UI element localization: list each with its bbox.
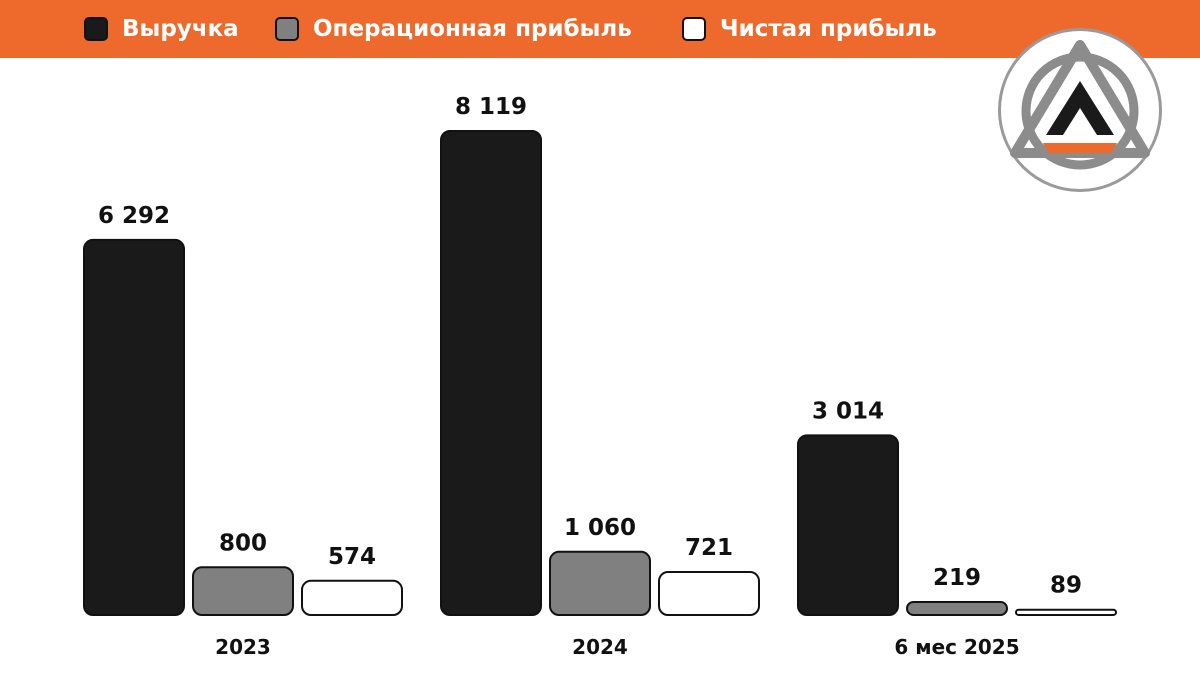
- value-label-revenue-1: 8 119: [455, 94, 527, 120]
- bar-operating-profit-1: [549, 550, 651, 616]
- legend-swatch-operating-profit: [275, 17, 299, 41]
- legend-swatch-revenue: [84, 17, 108, 41]
- bar-revenue-0: [83, 238, 185, 616]
- value-label-revenue-2: 3 014: [812, 398, 884, 424]
- value-label-revenue-0: 6 292: [98, 203, 170, 229]
- legend-label-operating-profit: Операционная прибыль: [313, 16, 632, 42]
- legend-item-revenue: Выручка: [84, 12, 239, 46]
- bar-net-profit-0: [301, 579, 403, 616]
- legend-item-net-profit: Чистая прибыль: [682, 12, 937, 46]
- bar-operating-profit-0: [192, 566, 294, 616]
- value-label-net-profit-0: 574: [328, 544, 376, 570]
- legend-label-revenue: Выручка: [122, 16, 239, 42]
- bar-revenue-2: [797, 434, 899, 616]
- legend-item-operating-profit: Операционная прибыль: [275, 12, 632, 46]
- value-label-net-profit-1: 721: [685, 535, 733, 561]
- category-label-2: 6 мес 2025: [894, 635, 1019, 659]
- bar-operating-profit-2: [906, 600, 1008, 617]
- company-logo: [998, 28, 1162, 192]
- logo-icon: [1010, 40, 1150, 170]
- category-label-0: 2023: [215, 635, 271, 659]
- bar-revenue-1: [440, 130, 542, 616]
- bar-net-profit-1: [658, 571, 760, 617]
- category-label-1: 2024: [572, 635, 628, 659]
- legend-swatch-net-profit: [682, 17, 706, 41]
- legend-bar: Выручка Операционная прибыль Чистая приб…: [0, 0, 1200, 58]
- value-label-net-profit-2: 89: [1050, 573, 1082, 599]
- legend-label-net-profit: Чистая прибыль: [720, 16, 937, 42]
- value-label-operating-profit-2: 219: [933, 565, 981, 591]
- bar-net-profit-2: [1015, 608, 1117, 616]
- value-label-operating-profit-1: 1 060: [564, 515, 636, 541]
- value-label-operating-profit-0: 800: [219, 530, 267, 556]
